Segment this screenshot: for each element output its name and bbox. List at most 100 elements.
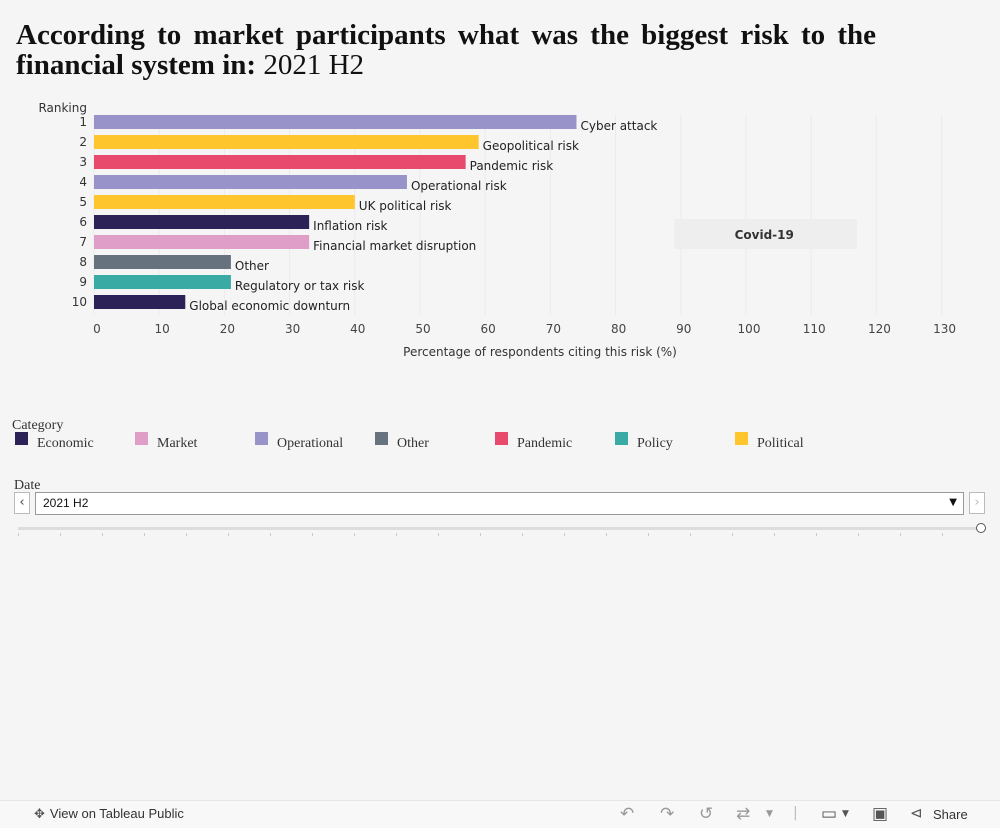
chevron-down-icon: ▼ — [949, 497, 957, 508]
ranking-label: 9 — [79, 275, 87, 289]
x-tick-label: 0 — [93, 322, 101, 336]
date-filter: Date ‹ 2021 H2 ▼ › — [14, 478, 986, 558]
legend-label: Political — [757, 436, 804, 450]
legend-label: Market — [157, 436, 198, 450]
bar — [94, 275, 231, 289]
x-tick-label: 60 — [481, 322, 496, 336]
slider-tick — [102, 533, 103, 536]
view-on-tableau-link[interactable]: ✥ View on Tableau Public — [34, 806, 184, 822]
share-button[interactable]: Share — [933, 807, 968, 822]
bar-label: Operational risk — [411, 179, 507, 193]
legend-label: Operational — [277, 436, 344, 450]
next-date-button[interactable]: › — [969, 492, 985, 514]
slider-tick — [228, 533, 229, 536]
ranking-label: 2 — [79, 135, 87, 149]
legend-swatch — [15, 432, 28, 445]
ranking-label: 3 — [79, 155, 87, 169]
share-icon[interactable]: ⊲ — [910, 804, 923, 822]
bar-label: Inflation risk — [313, 219, 387, 233]
date-slider-handle[interactable] — [976, 523, 986, 533]
legend-item-operational[interactable]: Operational — [255, 432, 370, 450]
slider-tick — [942, 533, 943, 536]
legend-item-political[interactable]: Political — [735, 432, 850, 450]
download-dropdown-icon[interactable]: ▼ — [842, 809, 849, 819]
date-slider-track[interactable] — [18, 527, 978, 530]
legend-swatch — [375, 432, 388, 445]
slider-tick — [186, 533, 187, 536]
slider-tick — [522, 533, 523, 536]
legend-label: Economic — [37, 436, 94, 450]
slider-tick — [606, 533, 607, 536]
date-select[interactable]: 2021 H2 ▼ — [35, 492, 964, 515]
legend-swatch — [255, 432, 268, 445]
bar — [94, 235, 310, 249]
slider-tick — [900, 533, 901, 536]
download-icon[interactable]: ▭ — [821, 804, 838, 824]
x-tick-label: 130 — [933, 322, 956, 336]
x-tick-label: 40 — [350, 322, 365, 336]
legend-label: Pandemic — [517, 436, 573, 450]
refresh-icon[interactable]: ⇄ — [736, 804, 751, 824]
y-axis-title: Ranking — [38, 101, 87, 115]
ranking-label: 10 — [72, 295, 87, 309]
bar — [94, 115, 577, 129]
slider-tick — [312, 533, 313, 536]
slider-tick — [648, 533, 649, 536]
legend-item-pandemic[interactable]: Pandemic — [495, 432, 610, 450]
x-tick-label: 80 — [611, 322, 626, 336]
legend-item-economic[interactable]: Economic — [15, 432, 130, 450]
bar-label: Other — [235, 259, 269, 273]
slider-tick — [732, 533, 733, 536]
covid-annotation: Covid-19 — [735, 228, 794, 242]
bar — [94, 255, 231, 269]
legend-item-policy[interactable]: Policy — [615, 432, 730, 450]
date-filter-label: Date — [14, 478, 41, 493]
x-tick-label: 30 — [285, 322, 300, 336]
slider-tick — [816, 533, 817, 536]
undo-icon[interactable]: ↶ — [620, 804, 635, 824]
slider-tick — [354, 533, 355, 536]
legend-title: Category — [12, 418, 64, 433]
tableau-logo-icon: ✥ — [34, 806, 45, 821]
previous-date-button[interactable]: ‹ — [14, 492, 30, 514]
bar-label: Pandemic risk — [470, 159, 554, 173]
ranking-label: 6 — [79, 215, 87, 229]
slider-tick — [564, 533, 565, 536]
x-tick-label: 110 — [803, 322, 826, 336]
category-legend: Category Economic Market Operational Oth… — [12, 418, 992, 450]
slider-tick — [438, 533, 439, 536]
legend-swatch — [495, 432, 508, 445]
date-select-value: 2021 H2 — [43, 496, 89, 510]
legend-item-market[interactable]: Market — [135, 432, 250, 450]
refresh-dropdown-icon[interactable]: ▼ — [766, 809, 773, 819]
redo-icon[interactable]: ↷ — [660, 804, 675, 824]
title-date: 2021 H2 — [263, 49, 365, 81]
legend-swatch — [615, 432, 628, 445]
legend-label: Policy — [637, 436, 673, 450]
annotation-layer: Covid-19 — [674, 219, 857, 249]
legend-swatch — [735, 432, 748, 445]
slider-tick — [774, 533, 775, 536]
ranking-label: 5 — [79, 195, 87, 209]
bar-label: Financial market disruption — [313, 239, 476, 253]
slider-tick — [60, 533, 61, 536]
x-tick-label: 10 — [155, 322, 170, 336]
fullscreen-icon[interactable]: ▣ — [872, 804, 889, 824]
bar — [94, 215, 310, 229]
bars-layer: 1 Cyber attack 2 Geopolitical risk 3 Pandemic… — [72, 115, 657, 313]
slider-tick — [690, 533, 691, 536]
slider-tick — [270, 533, 271, 536]
bar-label: Geopolitical risk — [483, 139, 579, 153]
view-on-tableau-label: View on Tableau Public — [49, 806, 184, 821]
tableau-toolbar: ✥ View on Tableau Public ↶ ↷ ↺ ⇄ ▼ | ▭ ▼ … — [0, 800, 1000, 828]
x-tick-label: 100 — [738, 322, 761, 336]
x-axis-layer: 0 10 20 30 40 50 60 70 80 90 100 110 120 130 — [93, 322, 956, 336]
ranking-label: 4 — [79, 175, 87, 189]
legend-item-other[interactable]: Other — [375, 432, 490, 450]
bar-label: Regulatory or tax risk — [235, 279, 365, 293]
bar — [94, 295, 186, 309]
slider-tick — [18, 533, 19, 536]
ranking-label: 8 — [79, 255, 87, 269]
bar — [94, 195, 355, 209]
revert-icon[interactable]: ↺ — [699, 804, 714, 824]
